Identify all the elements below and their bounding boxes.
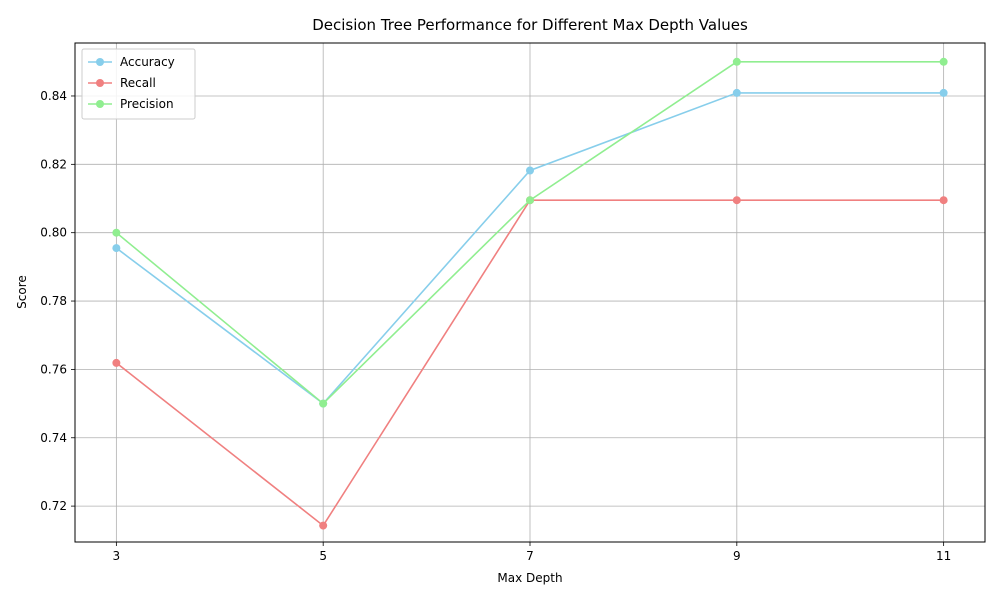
x-tick-label: 3 <box>113 549 121 563</box>
legend-item-accuracy: Accuracy <box>88 55 175 69</box>
y-tick-label: 0.78 <box>40 294 67 308</box>
series-accuracy <box>112 88 948 408</box>
data-point <box>526 166 534 175</box>
data-point <box>526 196 534 205</box>
data-point <box>939 196 948 205</box>
legend-item-recall: Recall <box>88 76 156 90</box>
x-tick-label: 5 <box>319 549 327 563</box>
y-tick-label: 0.80 <box>40 226 67 240</box>
x-tick-label: 7 <box>526 549 534 563</box>
x-axis-label: Max Depth <box>497 571 562 585</box>
axis-ticks: 3 5 7 9 11 0.72 0.74 0.76 0.78 0.80 0.82 0.84 <box>40 89 951 563</box>
legend-box <box>81 48 196 120</box>
data-point <box>112 358 121 367</box>
series-precision <box>112 57 948 408</box>
data-point <box>112 228 121 237</box>
legend-item-precision: Precision <box>88 97 174 111</box>
legend: Accuracy Recall Precision <box>81 48 196 120</box>
y-tick-label: 0.76 <box>40 362 67 376</box>
series-lines <box>112 57 948 530</box>
legend-marker <box>96 100 104 108</box>
x-tick-label: 9 <box>733 549 741 563</box>
y-tick-label: 0.84 <box>40 89 67 103</box>
legend-label: Recall <box>120 76 156 90</box>
legend-label: Accuracy <box>120 55 175 69</box>
data-point <box>732 57 741 66</box>
data-point <box>112 244 121 253</box>
data-point <box>939 88 948 97</box>
legend-marker <box>96 58 104 66</box>
y-tick-label: 0.72 <box>40 499 67 513</box>
x-tick-label: 11 <box>936 549 951 563</box>
y-axis-label: Score <box>15 275 29 309</box>
chart-title: Decision Tree Performance for Different … <box>312 16 748 34</box>
y-tick-label: 0.74 <box>40 431 67 445</box>
data-point <box>732 88 741 97</box>
grid-lines <box>75 43 985 542</box>
data-point <box>319 399 328 408</box>
data-point <box>939 57 948 66</box>
data-point <box>732 196 741 205</box>
y-tick-label: 0.82 <box>40 157 67 171</box>
legend-label: Precision <box>120 97 174 111</box>
data-point <box>319 521 328 530</box>
legend-marker <box>96 79 104 87</box>
